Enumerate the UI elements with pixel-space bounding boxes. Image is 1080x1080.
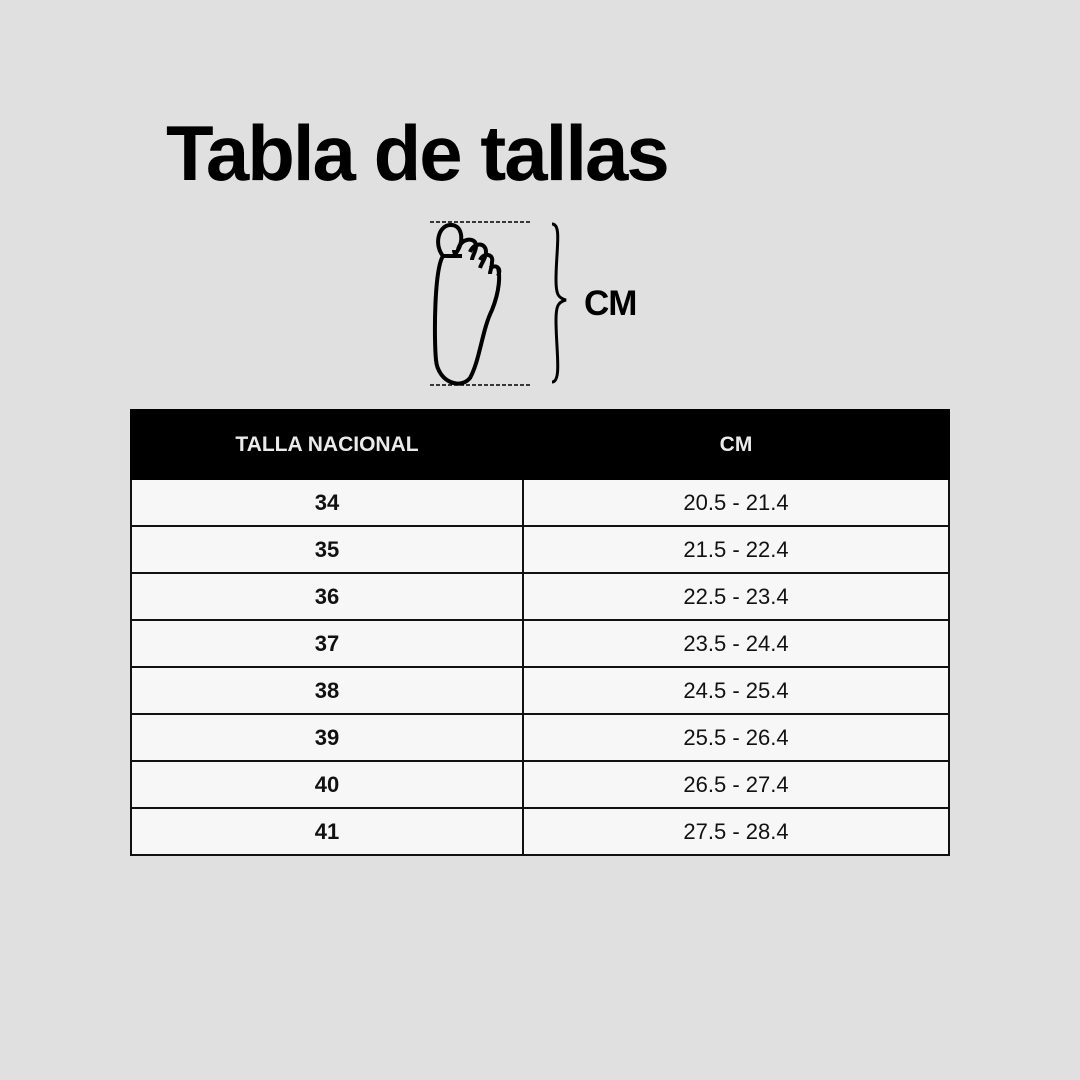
table-row: 34 20.5 - 21.4 xyxy=(130,478,950,527)
header-cm: CM xyxy=(522,409,950,480)
size-cell: 40 xyxy=(130,760,524,809)
size-cell: 36 xyxy=(130,572,524,621)
cm-cell: 20.5 - 21.4 xyxy=(522,478,950,527)
cm-cell: 22.5 - 23.4 xyxy=(522,572,950,621)
size-cell: 37 xyxy=(130,619,524,668)
table-row: 37 23.5 - 24.4 xyxy=(130,619,950,668)
table-row: 40 26.5 - 27.4 xyxy=(130,760,950,809)
cm-cell: 27.5 - 28.4 xyxy=(522,807,950,856)
cm-cell: 23.5 - 24.4 xyxy=(522,619,950,668)
size-cell: 41 xyxy=(130,807,524,856)
size-cell: 35 xyxy=(130,525,524,574)
table-row: 38 24.5 - 25.4 xyxy=(130,666,950,715)
table-row: 39 25.5 - 26.4 xyxy=(130,713,950,762)
size-table: TALLA NACIONAL CM 34 20.5 - 21.4 35 21.5 - … xyxy=(130,409,950,856)
header-talla-nacional: TALLA NACIONAL xyxy=(130,409,524,480)
page-title: Tabla de tallas xyxy=(166,109,670,197)
cm-cell: 24.5 - 25.4 xyxy=(522,666,950,715)
table-row: 35 21.5 - 22.4 xyxy=(130,525,950,574)
cm-cell: 25.5 - 26.4 xyxy=(522,713,950,762)
table-row: 41 27.5 - 28.4 xyxy=(130,807,950,856)
size-cell: 39 xyxy=(130,713,524,762)
size-cell: 34 xyxy=(130,478,524,527)
cm-cell: 21.5 - 22.4 xyxy=(522,525,950,574)
cm-cell: 26.5 - 27.4 xyxy=(522,760,950,809)
table-row: 36 22.5 - 23.4 xyxy=(130,572,950,621)
length-unit-label: CM xyxy=(584,284,637,323)
table-header-row: TALLA NACIONAL CM xyxy=(130,409,950,480)
foot-length-icon xyxy=(430,221,567,386)
size-cell: 38 xyxy=(130,666,524,715)
